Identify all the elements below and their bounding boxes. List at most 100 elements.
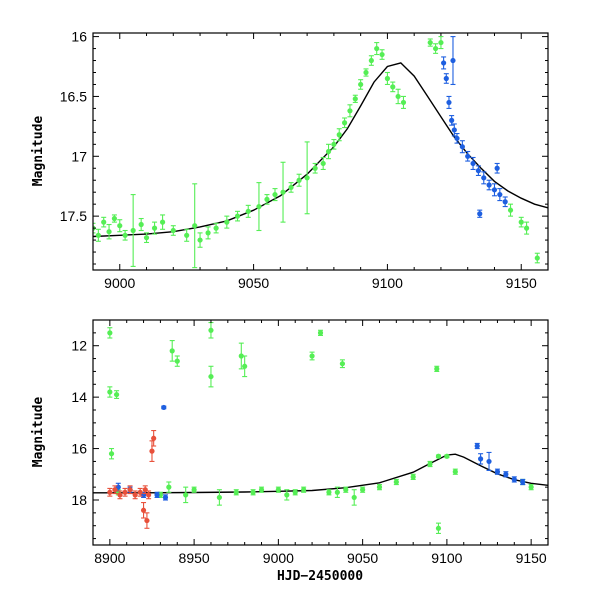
- point-marker: [107, 330, 113, 336]
- data-point-green: [275, 486, 281, 493]
- data-point-green: [534, 252, 540, 264]
- data-point-blue: [474, 442, 480, 450]
- x-tick-label: 9050: [238, 275, 269, 291]
- data-point-green: [347, 104, 353, 118]
- point-marker: [191, 487, 197, 493]
- y-tick-label: 14: [71, 389, 87, 405]
- point-marker: [108, 451, 115, 457]
- top-data-points: [93, 36, 540, 269]
- point-marker: [122, 489, 128, 495]
- data-point-green: [304, 141, 310, 215]
- point-marker: [451, 127, 457, 133]
- data-point-blue: [475, 165, 482, 176]
- point-marker: [465, 153, 471, 159]
- data-point-blue: [486, 179, 492, 191]
- point-marker: [331, 141, 337, 147]
- point-marker: [304, 175, 310, 181]
- point-marker: [427, 39, 433, 46]
- data-point-green: [138, 217, 144, 232]
- data-point-blue: [503, 471, 509, 478]
- point-marker: [161, 404, 167, 411]
- point-marker: [400, 99, 407, 106]
- data-point-green: [434, 365, 440, 372]
- point-marker: [374, 45, 380, 52]
- point-marker: [159, 219, 166, 225]
- point-marker: [301, 487, 307, 493]
- point-marker: [242, 363, 248, 369]
- data-point-blue: [449, 115, 455, 126]
- point-marker: [95, 232, 101, 238]
- data-point-green: [432, 43, 439, 54]
- data-point-blue: [494, 162, 500, 174]
- data-point-green: [331, 138, 337, 150]
- point-marker: [149, 448, 155, 454]
- x-tick-label: 9100: [372, 275, 403, 291]
- point-marker: [288, 184, 294, 191]
- data-point-green: [258, 486, 265, 493]
- data-point-blue: [494, 468, 501, 475]
- data-point-green: [117, 219, 123, 233]
- point-marker: [146, 492, 152, 498]
- point-marker: [503, 471, 509, 477]
- point-marker: [434, 366, 440, 372]
- point-marker: [518, 219, 524, 225]
- point-marker: [312, 165, 318, 171]
- point-marker: [352, 96, 358, 102]
- data-point-green: [374, 42, 380, 56]
- data-point-green: [339, 359, 346, 369]
- data-point-green: [336, 128, 342, 142]
- data-point-green: [358, 79, 364, 90]
- point-marker: [326, 489, 332, 495]
- data-point-blue: [497, 188, 503, 202]
- y-tick-label: 16.5: [60, 88, 87, 104]
- data-point-green: [427, 38, 433, 47]
- point-marker: [339, 361, 346, 367]
- data-point-green: [280, 161, 286, 223]
- point-marker: [494, 469, 501, 475]
- point-marker: [143, 235, 150, 241]
- point-marker: [272, 191, 278, 198]
- data-point-green: [233, 489, 239, 496]
- point-marker: [481, 175, 487, 181]
- data-point-green: [205, 226, 211, 240]
- point-marker: [216, 494, 222, 501]
- point-marker: [138, 221, 144, 228]
- data-point-green: [284, 489, 290, 501]
- point-marker: [376, 484, 383, 490]
- data-point-green: [384, 71, 391, 86]
- data-point-blue: [477, 453, 484, 465]
- data-point-green: [170, 225, 176, 236]
- data-point-green: [400, 95, 407, 109]
- point-marker: [213, 225, 219, 231]
- data-point-red: [112, 485, 118, 495]
- data-point-green: [224, 215, 230, 229]
- point-marker: [511, 476, 517, 483]
- data-point-blue: [154, 491, 160, 498]
- point-marker: [137, 489, 143, 495]
- data-point-green: [395, 88, 401, 105]
- bottom-x-axis-label: HJD−2450000: [277, 569, 363, 584]
- data-point-green: [390, 81, 396, 93]
- x-tick-label: 9150: [516, 550, 547, 566]
- point-marker: [258, 487, 265, 493]
- data-point-green: [444, 453, 450, 459]
- data-point-red: [151, 430, 157, 447]
- top-axis-ticks: 9000 9050 9100 9150 16 16.5 17 17.5: [60, 29, 549, 291]
- point-marker: [502, 199, 508, 205]
- data-point-green: [107, 386, 113, 398]
- data-point-green: [159, 214, 166, 230]
- x-tick-label: 9050: [347, 550, 378, 566]
- y-tick-label: 16: [71, 29, 87, 45]
- data-point-green: [213, 222, 219, 234]
- point-marker: [107, 489, 113, 495]
- y-tick-label: 16: [71, 441, 87, 457]
- point-marker: [205, 230, 211, 236]
- data-point-green: [113, 390, 120, 399]
- y-tick-label: 12: [71, 338, 87, 354]
- data-point-blue: [441, 56, 447, 70]
- point-marker: [334, 489, 340, 495]
- data-point-green: [101, 216, 107, 228]
- data-point-red: [127, 485, 133, 495]
- point-marker: [154, 492, 160, 498]
- data-point-green: [208, 365, 214, 388]
